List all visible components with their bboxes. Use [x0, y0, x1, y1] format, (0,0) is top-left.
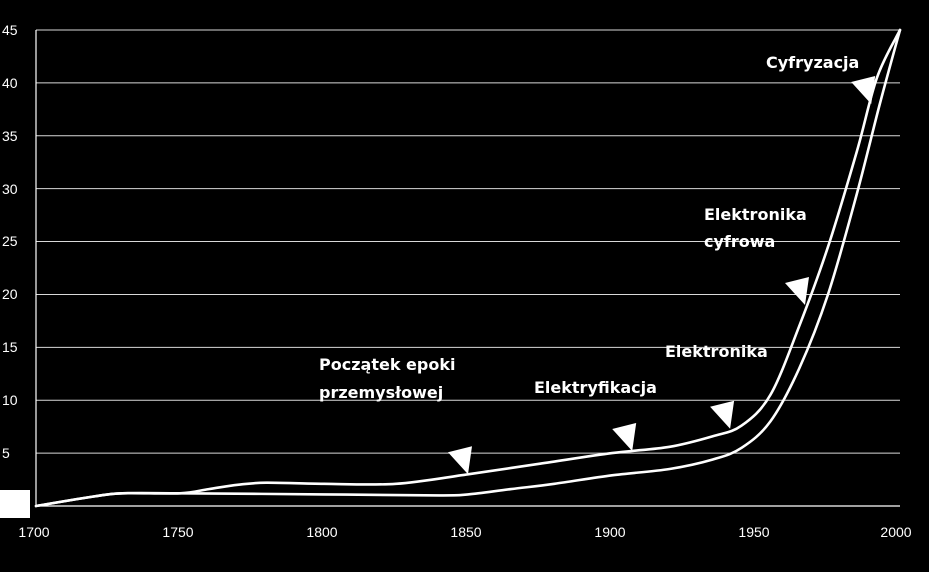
x-tick-label: 1950: [738, 524, 769, 540]
y-tick-label: 5: [2, 445, 10, 461]
annotation-arrow-marker: [785, 277, 809, 305]
annotation-label: cyfrowa: [704, 232, 775, 251]
y-tick-label: 20: [2, 286, 18, 302]
series-line-lower: [34, 28, 902, 508]
x-tick-label: 1750: [162, 524, 193, 540]
y-tick-label: 45: [2, 22, 18, 38]
annotation-label: przemysłowej: [319, 383, 443, 402]
y-tick-label: 35: [2, 128, 18, 144]
x-tick-labels: 1700 1750 1800 1850 1900 1950 2000: [18, 524, 911, 540]
gridlines: [36, 29, 900, 454]
annotation-label: Elektryfikacja: [534, 378, 657, 397]
x-tick-label: 1800: [306, 524, 337, 540]
y-tick-label: 15: [2, 339, 18, 355]
y-tick-label: 10: [2, 392, 18, 408]
y-tick-labels: 5 10 15 20 25 30 35 40 45: [2, 22, 18, 461]
annotation-label: Elektronika: [704, 205, 807, 224]
annotation-label: Elektronika: [665, 342, 768, 361]
x-tick-label: 1900: [594, 524, 625, 540]
annotation-labels: Początek epoki przemysłowej Elektryfikac…: [319, 53, 859, 402]
annotation-markers: [448, 76, 876, 475]
series-group: [34, 28, 902, 508]
x-tick-label: 1700: [18, 524, 49, 540]
y-tick-label: 25: [2, 233, 18, 249]
annotation-arrow-marker: [448, 446, 472, 475]
axis-origin-block: [0, 490, 30, 518]
annotation-arrow-marker: [710, 400, 735, 429]
annotation-arrow-marker: [851, 76, 876, 104]
series-line-upper: [34, 28, 902, 508]
x-tick-label: 1850: [450, 524, 481, 540]
x-tick-label: 2000: [880, 524, 911, 540]
y-tick-label: 30: [2, 181, 18, 197]
annotation-label: Początek epoki: [319, 355, 455, 374]
y-tick-label: 40: [2, 75, 18, 91]
annotation-arrow-marker: [612, 423, 637, 451]
annotation-label: Cyfryzacja: [766, 53, 859, 72]
